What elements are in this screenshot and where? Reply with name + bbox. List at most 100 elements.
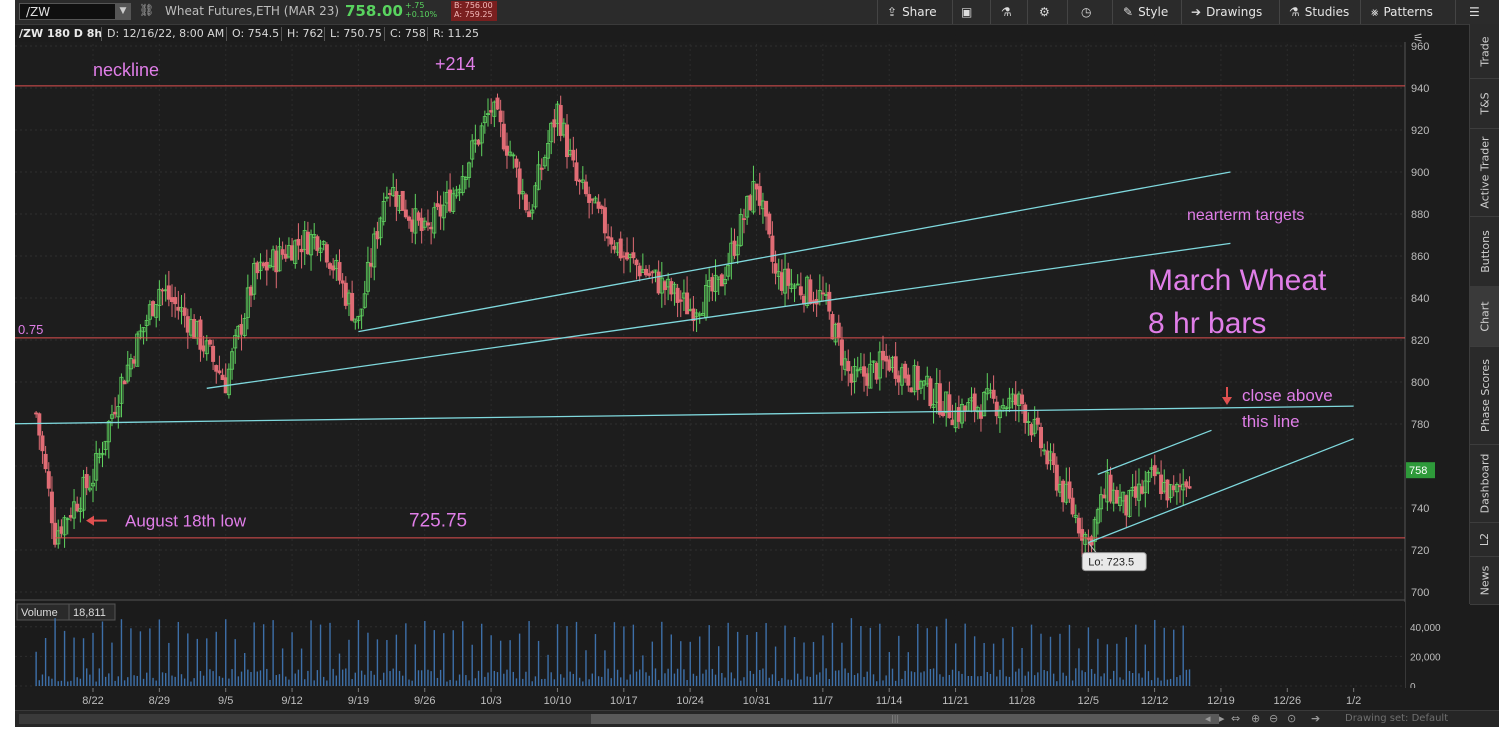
candle-body <box>125 364 130 382</box>
candle-body <box>792 285 797 289</box>
tab-l2[interactable]: L2 <box>1470 522 1499 557</box>
tab-chart[interactable]: Chart <box>1470 286 1499 347</box>
drawings-button[interactable]: ➔ Drawings <box>1191 3 1262 21</box>
candle-body <box>963 405 968 411</box>
candle-body <box>726 264 731 277</box>
candle-body <box>960 403 965 424</box>
candle-body <box>343 282 348 306</box>
settings-button[interactable]: ⚙ <box>1039 3 1055 21</box>
tab-t-s[interactable]: T&S <box>1470 78 1499 129</box>
date-tick-label: 12/19 <box>1207 695 1235 707</box>
price-tick-label: 900 <box>1411 167 1429 179</box>
share-button[interactable]: ⇪ Share <box>887 3 937 21</box>
date-tick-label: 8/22 <box>82 695 103 707</box>
candle-body <box>173 297 178 305</box>
date-tick-label: 10/24 <box>676 695 704 707</box>
tab-phase-scores[interactable]: Phase Scores <box>1470 346 1499 445</box>
candle-body <box>1184 481 1189 488</box>
candle-body <box>1143 480 1148 494</box>
candle-body <box>144 319 149 326</box>
close-above-label: close above <box>1242 386 1333 405</box>
scroll-left-icon[interactable]: ◂ <box>1205 712 1211 725</box>
candle-body <box>261 262 266 267</box>
candle-body <box>634 259 639 266</box>
price-tick-label: 960 <box>1411 41 1429 53</box>
trendline <box>1097 429 1212 476</box>
crosshair-icon[interactable]: ⊕ <box>1251 712 1261 725</box>
date-tick-label: 11/7 <box>813 695 834 707</box>
candle-body <box>1171 485 1176 491</box>
date-tick-label: 9/12 <box>281 695 302 707</box>
candle-body <box>546 143 551 159</box>
volume-tick-label: 0 <box>1410 682 1416 693</box>
tab-active-trader[interactable]: Active Trader <box>1470 128 1499 217</box>
candle-body <box>738 214 743 246</box>
price-tick-label: 800 <box>1411 377 1429 389</box>
tab-dashboard[interactable]: Dashboard <box>1470 444 1499 523</box>
candle-body <box>350 293 355 321</box>
zoom-in-icon[interactable]: ⊙ <box>1287 712 1297 725</box>
candle-body <box>868 363 873 389</box>
date-tick-label: 1/2 <box>1346 695 1361 707</box>
candle-body <box>141 327 146 333</box>
candle-body <box>1029 424 1034 436</box>
candle-body <box>324 244 329 263</box>
studies-button[interactable]: ⚗ Studies <box>1289 3 1349 21</box>
net-change-value: +.75 <box>405 1 425 10</box>
trendline <box>358 171 1231 333</box>
candle-body <box>713 274 718 293</box>
menu-icon: ☰ <box>1469 5 1480 19</box>
price-chart[interactable]: 7007207407607808008208408608809009209409… <box>15 24 1469 710</box>
studies-label: Studies <box>1304 5 1350 19</box>
candle-body <box>852 366 857 382</box>
tab-news[interactable]: News <box>1470 556 1499 605</box>
time-button[interactable]: ◷ <box>1081 3 1096 21</box>
link-icon[interactable]: ⛓ <box>139 3 155 17</box>
candle-body <box>293 240 298 264</box>
style-button[interactable]: ✎ Style <box>1123 3 1168 21</box>
candle-body <box>723 278 728 285</box>
tab-buttons[interactable]: Buttons <box>1470 216 1499 287</box>
candle-body <box>1004 407 1009 410</box>
candle-body <box>846 361 851 372</box>
go-to-end-icon[interactable]: ➔ <box>1311 712 1321 725</box>
last-price: 758.00 <box>345 2 403 20</box>
candle-body <box>862 366 867 377</box>
zoom-out-icon[interactable]: ⊖ <box>1269 712 1279 725</box>
studies-flask-button[interactable]: ⚗ <box>1001 3 1017 21</box>
expand-icon[interactable]: ⇔ <box>1231 712 1241 725</box>
candle-body <box>207 339 212 345</box>
volume-pane-bg <box>15 602 1405 688</box>
menu-button[interactable]: ☰ <box>1469 3 1485 21</box>
candle-body <box>119 376 124 404</box>
candle-body <box>182 307 187 316</box>
candle-body <box>982 392 987 417</box>
info-divider <box>324 27 325 41</box>
candle-body <box>204 340 209 355</box>
candle-body <box>413 208 418 234</box>
candle-body <box>662 281 667 291</box>
scroll-thumb[interactable] <box>591 714 1219 724</box>
scroll-right-icon[interactable]: ▸ <box>1219 712 1225 725</box>
tab-trade[interactable]: Trade <box>1470 24 1499 79</box>
candle-body <box>644 268 649 276</box>
gain-label: +214 <box>435 54 476 74</box>
candle-body <box>448 189 453 212</box>
toolbar-divider <box>1067 0 1068 24</box>
bar-low: L: 750.75 <box>330 27 382 40</box>
patterns-button[interactable]: ⨳ Patterns <box>1371 3 1433 21</box>
symbol-input[interactable]: /ZW <box>19 3 129 20</box>
candle-body <box>795 283 800 286</box>
candle-body <box>68 515 73 518</box>
symbol-dropdown-icon[interactable]: ▼ <box>115 3 131 20</box>
chart-settings-button[interactable]: ▣ <box>961 3 977 21</box>
price-tick-label: 940 <box>1411 83 1429 95</box>
candle-body <box>587 194 592 203</box>
lo-bubble-label: Lo: 723.5 <box>1088 557 1134 569</box>
time-scrollbar[interactable]: ||| ◂ ▸ ⇔ ⊕ ⊖ ⊙ ➔ Drawing set: Default <box>15 710 1499 727</box>
candle-body <box>1178 485 1183 488</box>
candle-body <box>201 345 206 352</box>
candle-body <box>1067 481 1072 499</box>
tab-label: Trade <box>1478 35 1492 67</box>
date-tick-label: 12/5 <box>1078 695 1099 707</box>
